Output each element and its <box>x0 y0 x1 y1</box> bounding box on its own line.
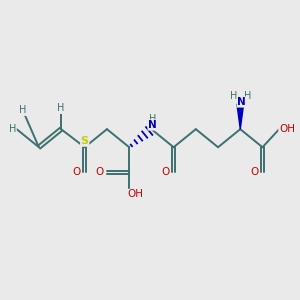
Text: H: H <box>230 91 238 101</box>
Text: S: S <box>81 136 89 146</box>
Text: O: O <box>162 167 170 177</box>
Polygon shape <box>237 104 244 129</box>
Text: N: N <box>237 97 246 107</box>
Text: H: H <box>149 114 156 124</box>
Text: H: H <box>244 91 252 101</box>
Text: O: O <box>250 167 259 177</box>
Text: H: H <box>19 105 26 115</box>
Text: H: H <box>57 103 65 113</box>
Text: O: O <box>95 167 103 177</box>
Text: OH: OH <box>279 124 295 134</box>
Text: H: H <box>9 124 16 134</box>
Text: N: N <box>148 120 157 130</box>
Text: OH: OH <box>127 189 143 200</box>
Text: O: O <box>73 167 81 177</box>
